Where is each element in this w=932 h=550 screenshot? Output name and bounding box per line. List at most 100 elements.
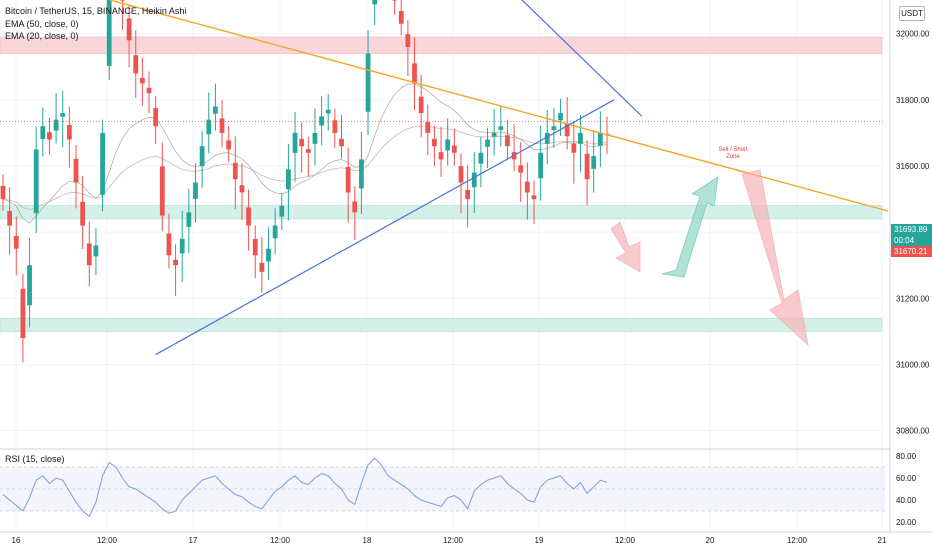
grid [0, 0, 890, 532]
current-price-tag: 31693.89 [891, 224, 932, 235]
rsi-panel [0, 457, 885, 518]
candle-body-88 [584, 153, 590, 180]
time-tick-label-6: 19 [535, 536, 544, 545]
candle-body-24 [159, 166, 165, 216]
candle-body-39 [259, 262, 265, 272]
candle-body-70 [465, 189, 471, 200]
rsi-label: RSI (15, close) [5, 454, 65, 464]
candle-body-63 [418, 96, 424, 114]
zone-resistance-1 [0, 36, 883, 54]
candle-body-25 [166, 233, 172, 256]
candle-body-81 [538, 152, 544, 179]
candle-body-62 [412, 63, 417, 84]
rsi-tick-label-1: 40.00 [896, 496, 917, 505]
candle-body-67 [445, 139, 451, 151]
time-tick-label-0: 16 [12, 536, 21, 545]
candle-body-86 [571, 143, 577, 153]
candle-body-80 [531, 195, 537, 200]
candle-body-36 [239, 185, 245, 193]
sell-zone-annotation: Sell / Short Zone [718, 147, 748, 160]
candle-body-23 [153, 108, 159, 127]
candle-body-60 [398, 11, 404, 24]
projection-arrows [610, 169, 809, 347]
secondary-price-tag: 31670.21 [891, 246, 932, 257]
arrow-large-down [741, 169, 809, 347]
candle-body-18 [120, 0, 125, 1]
price-tick-label-6: 31800.00 [896, 96, 930, 105]
candle-body-52 [345, 166, 351, 193]
candle-body-84 [558, 113, 563, 121]
candle-body-28 [186, 212, 192, 227]
price-tick-label-7: 32000.00 [896, 30, 930, 39]
candle-body-46 [305, 149, 311, 153]
price-tick-label-1: 30800.00 [896, 427, 930, 436]
arrow-small-down [610, 221, 641, 273]
candle-body-50 [332, 120, 338, 133]
time-tick-label-4: 18 [363, 536, 372, 545]
candle-body-71 [471, 172, 477, 188]
candle-body-68 [451, 145, 457, 153]
candle-body-16 [106, 0, 112, 66]
candle-body-76 [505, 135, 510, 147]
candle-body-0 [0, 185, 6, 200]
candle-body-89 [591, 156, 597, 169]
candle-body-43 [286, 169, 291, 190]
rsi-tick-label-2: 60.00 [896, 474, 917, 483]
time-tick-label-10: 21 [878, 536, 887, 545]
candle-body-41 [272, 225, 278, 239]
candle-body-40 [266, 248, 271, 262]
trendline-triangle-lower [155, 99, 615, 356]
candle-body-53 [352, 201, 358, 213]
zone-support-3 [0, 317, 883, 332]
countdown-tag: 00:04 [891, 235, 932, 246]
candle-body-90 [597, 132, 603, 146]
candle-body-54 [359, 159, 364, 189]
arrow-up [661, 176, 719, 278]
candle-body-75 [498, 126, 504, 130]
candle-body-87 [578, 132, 583, 144]
candle-body-59 [392, 0, 397, 1]
time-tick-label-2: 17 [189, 536, 198, 545]
candle-body-49 [325, 109, 331, 114]
candle-body-83 [551, 126, 557, 130]
candle-body-29 [193, 182, 198, 199]
candle-body-12 [80, 201, 86, 226]
time-tick-label-3: 12:00 [270, 536, 291, 545]
candle-body-61 [405, 34, 411, 47]
ema50-line [2, 125, 608, 211]
candle-body-11 [73, 158, 79, 183]
currency-button[interactable]: USDT [899, 6, 925, 21]
candle-body-2 [13, 235, 19, 249]
candle-body-69 [458, 166, 464, 183]
candle-body-78 [518, 165, 524, 173]
candle-body-26 [173, 259, 178, 266]
candle-body-64 [425, 121, 431, 133]
candle-body-35 [232, 162, 238, 180]
candle-body-65 [432, 138, 437, 147]
rsi-line [2, 457, 608, 518]
trendline-triangle-upper [521, 0, 643, 117]
candle-body-1 [7, 210, 13, 226]
candle-body-74 [491, 132, 497, 137]
candles [0, 0, 610, 363]
candle-body-33 [219, 118, 225, 133]
candle-body-10 [66, 124, 72, 140]
symbol-title: Bitcoin / TetherUS, 15, BINANCE, Heikin … [5, 6, 187, 16]
candle-body-45 [299, 138, 305, 147]
ema20-label: EMA (20, close, 0) [5, 31, 79, 41]
candle-body-30 [199, 146, 205, 167]
candle-body-32 [213, 106, 218, 114]
candle-body-20 [133, 55, 139, 74]
candle-body-3 [20, 288, 26, 339]
candle-body-44 [292, 132, 298, 153]
candle-body-51 [339, 138, 344, 147]
time-tick-label-1: 12:00 [97, 536, 118, 545]
candle-body-42 [279, 205, 285, 217]
candle-body-19 [126, 18, 132, 41]
price-tick-label-5: 31600.00 [896, 162, 930, 171]
time-tick-label-5: 12:00 [443, 536, 464, 545]
candle-body-4 [27, 265, 32, 306]
rsi-tick-label-0: 20.00 [896, 518, 917, 527]
zones [0, 36, 883, 332]
